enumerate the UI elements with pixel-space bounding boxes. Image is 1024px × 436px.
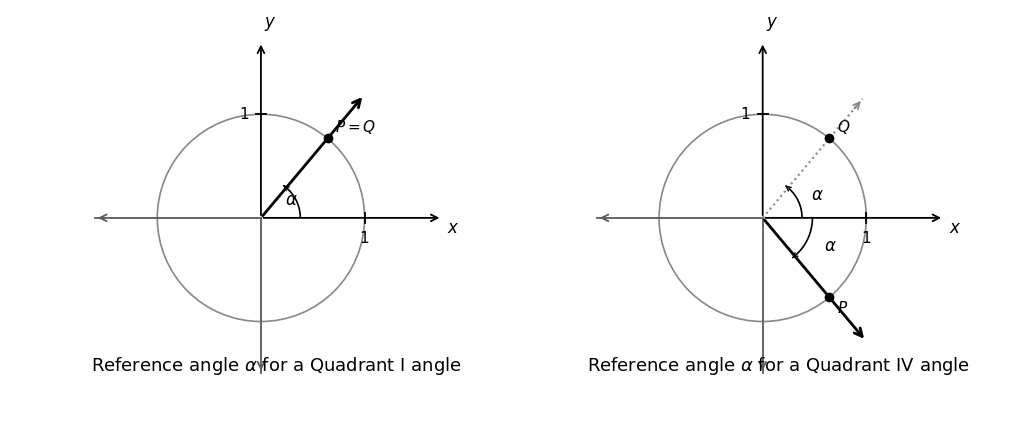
Text: 1: 1 [740, 107, 751, 122]
Text: $\alpha$: $\alpha$ [285, 191, 298, 209]
Text: Reference angle $\alpha$ for a Quadrant IV angle: Reference angle $\alpha$ for a Quadrant … [587, 354, 970, 377]
Text: Reference angle $\alpha$ for a Quadrant I angle: Reference angle $\alpha$ for a Quadrant … [91, 354, 462, 377]
Text: $P = Q$: $P = Q$ [335, 119, 376, 136]
Text: $Q$: $Q$ [837, 119, 850, 136]
Text: $\alpha$: $\alpha$ [811, 187, 823, 204]
Text: $P$: $P$ [837, 300, 848, 317]
Text: $y$: $y$ [264, 15, 276, 34]
Text: $x$: $x$ [447, 219, 460, 237]
Text: $\alpha$: $\alpha$ [823, 237, 837, 255]
Text: 1: 1 [239, 107, 249, 122]
Text: $x$: $x$ [949, 219, 962, 237]
Text: 1: 1 [359, 232, 370, 246]
Text: 1: 1 [861, 232, 871, 246]
Text: $y$: $y$ [766, 15, 778, 34]
